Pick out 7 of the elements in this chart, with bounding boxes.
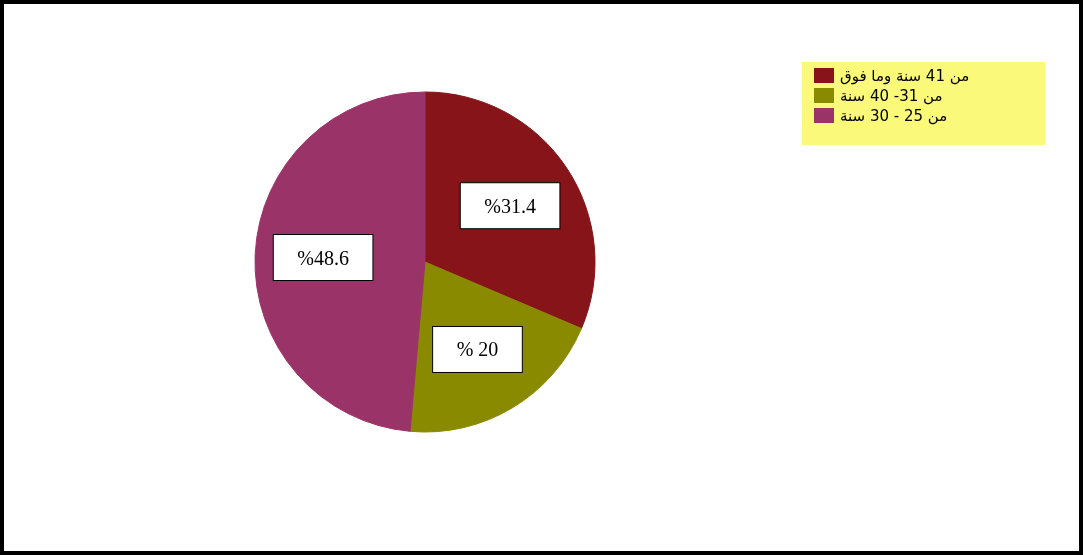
data-label: % 20 xyxy=(456,338,499,361)
legend-label: من 31- 40 سنة xyxy=(840,87,943,105)
data-label: %31.4 xyxy=(484,194,536,217)
data-label: %48.6 xyxy=(297,246,349,269)
legend-label: من 25 - 30 سنة xyxy=(840,107,948,125)
pie-slice xyxy=(254,91,426,432)
legend-label: من 41 سنة وما فوق xyxy=(840,67,970,85)
